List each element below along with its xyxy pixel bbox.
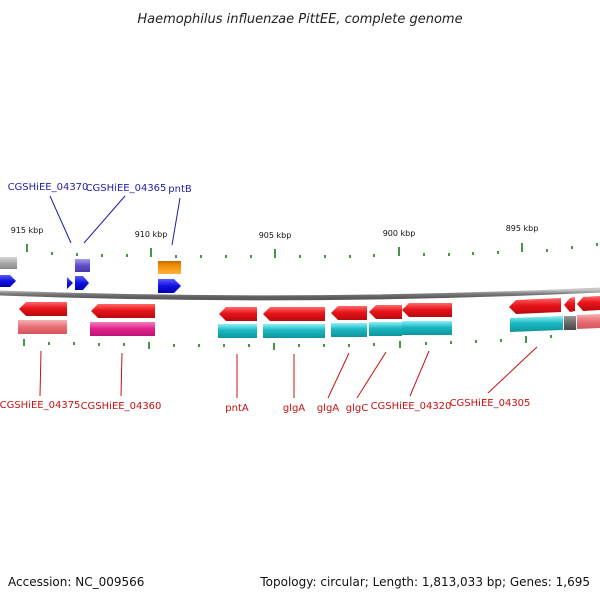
gene-feature[interactable] [67,277,73,289]
leader-lines-bottom [39,346,538,399]
gene-label-pnta[interactable]: pntA [225,403,249,414]
product-feature[interactable] [331,323,367,337]
gene-feature[interactable] [509,298,561,314]
gene-label-glgc[interactable]: glgC [346,403,368,414]
genome-summary-text: Topology: circular; Length: 1,813,033 bp… [259,575,590,589]
gene-feature[interactable] [263,307,325,321]
product-feature[interactable] [510,316,563,332]
tick-label-910: 910 kbp [135,230,168,239]
product-feature[interactable] [564,316,576,330]
leader-lines-top [49,195,181,246]
gene-feature[interactable] [577,296,600,311]
tick-label-915: 915 kbp [11,226,44,235]
gene-feature[interactable] [75,259,90,272]
gene-feature[interactable] [0,257,17,269]
gene-label-glga-2[interactable]: glgA [317,403,339,414]
gene-feature[interactable] [564,297,575,312]
inner-features [18,296,600,338]
gene-label-cgshiee-04370[interactable]: CGSHiEE_04370 [8,182,89,193]
scale-ticks-inner [23,335,552,350]
product-feature[interactable] [218,324,257,338]
gene-feature[interactable] [0,275,16,287]
gene-label-cgshiee-04375[interactable]: CGSHiEE_04375 [0,400,80,411]
tick-label-900: 900 kbp [383,229,416,238]
scale-labels: 915 kbp 910 kbp 905 kbp 900 kbp 895 kbp [11,224,539,240]
gene-feature[interactable] [219,307,257,321]
outer-features [0,257,181,293]
gene-feature[interactable] [331,306,367,320]
gene-label-cgshiee-04360[interactable]: CGSHiEE_04360 [81,401,162,412]
gene-label-cgshiee-04365[interactable]: CGSHiEE_04365 [86,183,167,194]
product-feature[interactable] [263,324,325,338]
scale-ticks-outer [26,243,598,258]
feature-labels-top: CGSHiEE_04370 CGSHiEE_04365 pntB [8,182,192,195]
product-feature[interactable] [90,322,155,336]
gene-label-cgshiee-04305[interactable]: CGSHiEE_04305 [450,398,531,409]
gene-feature[interactable] [158,279,181,293]
tick-label-895: 895 kbp [506,224,539,233]
product-feature[interactable] [18,320,67,334]
feature-labels-bottom: CGSHiEE_04375 CGSHiEE_04360 pntA glgA gl… [0,398,530,414]
genome-backbone [0,287,600,301]
gene-feature[interactable] [158,261,181,274]
gene-feature[interactable] [19,302,67,316]
product-feature[interactable] [577,314,600,329]
tick-label-905: 905 kbp [259,231,292,240]
product-feature[interactable] [369,322,402,336]
map-title: Haemophilus influenzae PittEE, complete … [137,12,462,27]
gene-label-pntb[interactable]: pntB [168,184,192,195]
accession-text: Accession: NC_009566 [8,575,144,589]
gene-feature[interactable] [369,305,402,319]
product-feature[interactable] [402,321,452,335]
gene-feature[interactable] [402,303,452,317]
gene-feature[interactable] [75,276,89,290]
gene-label-glga-1[interactable]: glgA [283,403,305,414]
gene-label-cgshiee-04320[interactable]: CGSHiEE_04320 [371,401,452,412]
gene-feature[interactable] [91,304,155,318]
